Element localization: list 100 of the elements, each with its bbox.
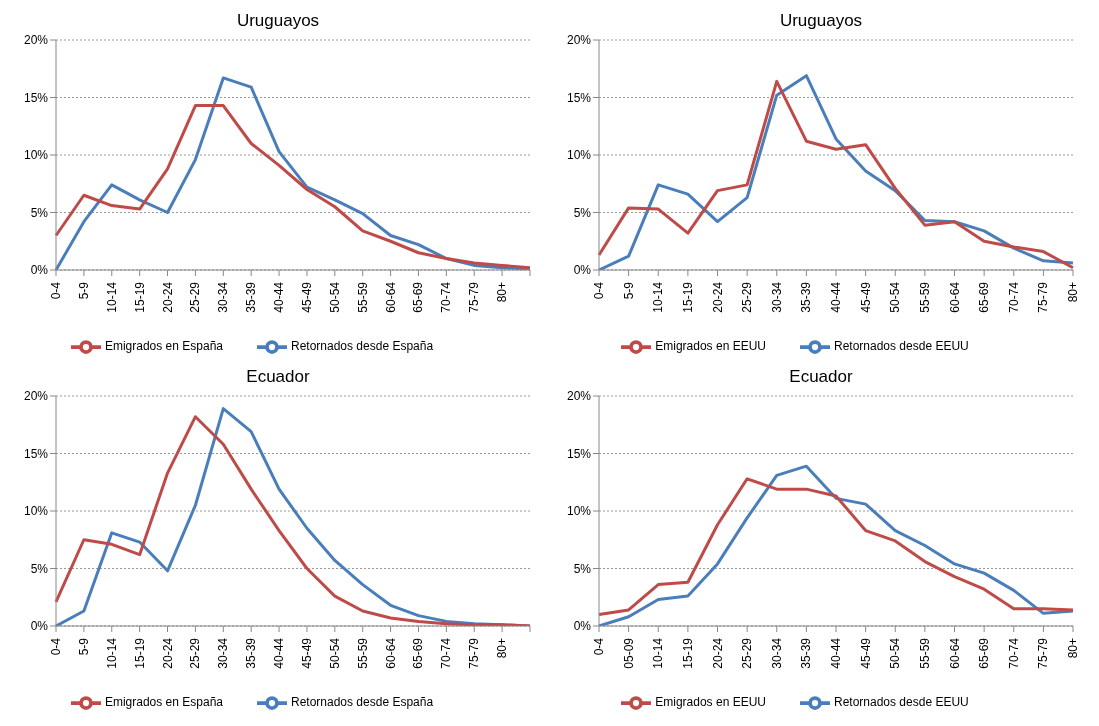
legend-label: Retornados desde España xyxy=(290,339,434,354)
legend-label: Emigrados en EEUU xyxy=(655,339,766,354)
x-tick-label: 0-4 xyxy=(49,281,63,300)
x-tick-label: 35-39 xyxy=(244,637,259,669)
x-tick-label: 40-44 xyxy=(829,637,843,669)
x-tick-label: 80+ xyxy=(1066,282,1080,303)
y-tick-label: 0% xyxy=(30,263,49,278)
x-tick-label: 30-34 xyxy=(216,281,231,313)
y-tick-label: 0% xyxy=(30,619,49,634)
x-tick-label: 10-14 xyxy=(104,637,119,669)
x-tick-label: 25-29 xyxy=(740,281,755,313)
x-tick-label: 10-14 xyxy=(104,281,119,313)
legend-label: Retornados desde EEUU xyxy=(833,339,969,354)
x-tick-label: 55-59 xyxy=(355,281,370,313)
y-tick-label: 10% xyxy=(23,504,49,519)
x-tick-label: 65-69 xyxy=(411,637,426,669)
x-tick-label: 65-69 xyxy=(977,281,992,313)
x-tick-label: 75-79 xyxy=(1036,281,1051,313)
y-tick-label: 15% xyxy=(23,90,49,105)
x-tick-label: 25-29 xyxy=(740,637,755,669)
x-tick-label: 0-4 xyxy=(592,637,606,656)
legend-label: Emigrados en España xyxy=(104,339,223,354)
y-tick-label: 5% xyxy=(30,561,49,576)
x-tick-label: 20-24 xyxy=(160,637,175,669)
y-tick-label: 5% xyxy=(573,205,592,220)
y-tick-label: 5% xyxy=(30,205,49,220)
x-tick-label: 35-39 xyxy=(799,281,814,313)
x-tick-label: 25-29 xyxy=(188,637,203,669)
y-tick-label: 15% xyxy=(566,90,592,105)
x-tick-label: 60-64 xyxy=(947,281,962,313)
x-tick-label: 40-44 xyxy=(272,281,287,313)
x-tick-label: 05-09 xyxy=(621,637,636,669)
legend-label: Retornados desde España xyxy=(290,695,434,710)
x-tick-label: 30-34 xyxy=(769,637,784,669)
x-tick-label: 60-64 xyxy=(383,637,398,669)
x-tick-label: 80+ xyxy=(495,282,510,303)
y-tick-label: 15% xyxy=(566,446,592,461)
y-tick-label: 20% xyxy=(23,389,49,404)
x-tick-label: 50-54 xyxy=(888,637,903,669)
x-tick-label: 40-44 xyxy=(272,637,287,669)
x-tick-label: 50-54 xyxy=(327,637,342,669)
x-tick-label: 35-39 xyxy=(799,637,814,669)
x-tick-label: 10-14 xyxy=(651,637,666,669)
x-tick-label: 10-14 xyxy=(651,281,666,313)
x-tick-label: 20-24 xyxy=(160,281,175,313)
chart-title: Uruguayos xyxy=(778,10,864,32)
x-tick-label: 75-79 xyxy=(1036,637,1051,669)
x-tick-label: 70-74 xyxy=(1006,637,1021,669)
y-tick-label: 0% xyxy=(573,619,592,634)
x-tick-label: 15-19 xyxy=(680,281,695,313)
x-tick-label: 50-54 xyxy=(888,281,903,313)
x-tick-label: 80+ xyxy=(495,638,510,659)
x-tick-label: 15-19 xyxy=(132,281,147,313)
y-tick-label: 15% xyxy=(23,446,49,461)
x-tick-label: 5-9 xyxy=(76,637,91,656)
x-tick-label: 15-19 xyxy=(680,637,695,669)
x-tick-label: 75-79 xyxy=(467,281,482,313)
chart-title: Ecuador xyxy=(788,366,854,388)
x-tick-label: 20-24 xyxy=(710,281,725,313)
legend-label: Emigrados en EEUU xyxy=(655,695,766,710)
y-tick-label: 10% xyxy=(566,148,592,163)
x-tick-label: 75-79 xyxy=(467,637,482,669)
y-tick-label: 20% xyxy=(566,33,592,48)
y-tick-label: 10% xyxy=(566,504,592,519)
x-tick-label: 25-29 xyxy=(188,281,203,313)
y-tick-label: 0% xyxy=(573,263,592,278)
x-tick-label: 55-59 xyxy=(917,281,932,313)
x-tick-label: 20-24 xyxy=(710,637,725,669)
chart-title: Uruguayos xyxy=(235,10,321,32)
x-tick-label: 45-49 xyxy=(858,281,873,313)
x-tick-label: 45-49 xyxy=(299,281,314,313)
x-tick-label: 70-74 xyxy=(439,637,454,669)
x-tick-label: 65-69 xyxy=(411,281,426,313)
x-tick-label: 35-39 xyxy=(244,281,259,313)
x-tick-label: 30-34 xyxy=(769,281,784,313)
x-tick-label: 50-54 xyxy=(327,281,342,313)
y-tick-label: 5% xyxy=(573,561,592,576)
legend-label: Emigrados en España xyxy=(104,695,223,710)
x-tick-label: 15-19 xyxy=(132,637,147,669)
x-tick-label: 5-9 xyxy=(621,281,636,300)
x-tick-label: 60-64 xyxy=(383,281,398,313)
x-tick-label: 45-49 xyxy=(299,637,314,669)
y-tick-label: 10% xyxy=(23,148,49,163)
x-tick-label: 55-59 xyxy=(917,637,932,669)
x-tick-label: 5-9 xyxy=(76,281,91,300)
y-tick-label: 20% xyxy=(23,33,49,48)
chart-title: Ecuador xyxy=(245,366,311,388)
y-tick-label: 20% xyxy=(566,389,592,404)
x-tick-label: 0-4 xyxy=(592,281,606,300)
x-tick-label: 80+ xyxy=(1066,638,1080,659)
x-tick-label: 55-59 xyxy=(355,637,370,669)
x-tick-label: 65-69 xyxy=(977,637,992,669)
x-tick-label: 45-49 xyxy=(858,637,873,669)
legend-label: Retornados desde EEUU xyxy=(833,695,969,710)
x-tick-label: 0-4 xyxy=(49,637,63,656)
x-tick-label: 30-34 xyxy=(216,637,231,669)
x-tick-label: 40-44 xyxy=(829,281,843,313)
x-tick-label: 60-64 xyxy=(947,637,962,669)
x-tick-label: 70-74 xyxy=(439,281,454,313)
x-tick-label: 70-74 xyxy=(1006,281,1021,313)
